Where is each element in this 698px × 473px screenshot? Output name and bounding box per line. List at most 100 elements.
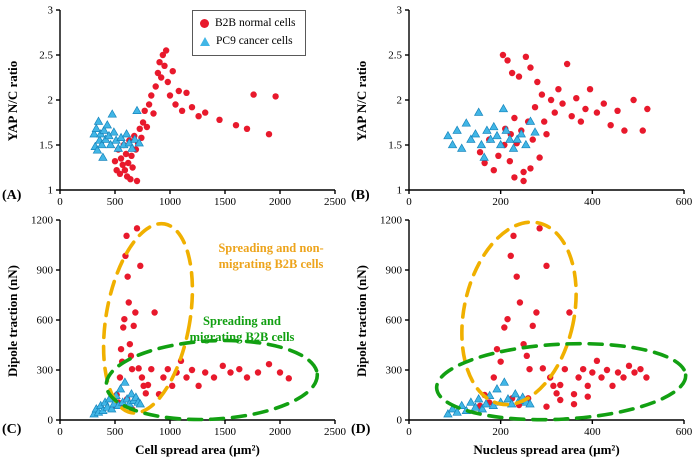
chart-A-svg: 0 500 1000 1500 2000 2500 1 1.5 2 2.5 3	[39, 5, 346, 209]
data-point	[466, 397, 476, 406]
data-point	[473, 107, 484, 116]
annotation-migrating-line2: migrating B2B cells	[189, 330, 295, 345]
data-point	[125, 159, 132, 167]
data-point	[169, 68, 176, 75]
x-tick-label: 200	[492, 426, 509, 438]
data-point	[202, 369, 209, 376]
data-point	[142, 390, 149, 397]
y-axis-title-b-text: YAP N/C ratio	[354, 60, 369, 142]
data-point	[115, 384, 126, 393]
data-point	[476, 139, 487, 149]
data-point	[568, 113, 575, 120]
data-point	[164, 78, 171, 86]
x-tick-label: 200	[492, 196, 509, 208]
data-point	[501, 125, 511, 134]
data-point	[457, 143, 467, 152]
legend-label-pc9: PC9 cancer cells	[216, 34, 293, 47]
data-point	[141, 107, 148, 115]
data-point	[120, 377, 130, 386]
data-point	[210, 374, 218, 381]
data-point	[511, 114, 518, 122]
x-tick-label: 400	[584, 426, 601, 438]
y-tick-label: 300	[386, 365, 403, 377]
data-point	[116, 374, 124, 381]
data-point	[582, 105, 589, 113]
data-point	[216, 116, 223, 124]
data-point	[161, 62, 168, 69]
data-point	[178, 107, 186, 115]
data-point	[473, 394, 484, 403]
data-point	[159, 51, 167, 59]
data-point	[584, 393, 591, 400]
data-point	[136, 125, 143, 132]
data-point	[512, 134, 522, 143]
data-point	[526, 365, 533, 373]
data-point	[566, 309, 573, 316]
data-point	[116, 170, 124, 177]
annotation-non-migrating-line2: migrating B2B cells	[218, 257, 324, 272]
y-tick-label: 2	[48, 95, 54, 107]
data-point	[499, 51, 507, 59]
series-b2b-normal-cells	[476, 225, 650, 410]
legend-item-b2b: B2B normal cells	[200, 15, 296, 33]
y-tick-label: 900	[37, 265, 54, 277]
data-point	[644, 105, 651, 113]
x-tick-label: 400	[584, 196, 601, 208]
chart-B-svg: 0 200 400 600 1 1.5 2 2.5 3	[388, 5, 693, 209]
data-point	[443, 409, 453, 418]
data-point	[489, 121, 499, 131]
data-point	[447, 404, 458, 413]
data-point	[508, 69, 516, 77]
data-point	[559, 100, 566, 107]
data-point	[550, 382, 557, 390]
data-point	[175, 87, 182, 95]
data-point	[148, 365, 155, 373]
data-point	[521, 139, 531, 149]
series-pc9-cancer-cells	[89, 377, 146, 418]
data-point	[543, 403, 550, 410]
data-point	[479, 152, 489, 161]
legend-item-pc9: PC9 cancer cells	[200, 33, 296, 51]
x-tick-label: 0	[406, 426, 412, 438]
data-point	[584, 382, 591, 390]
data-point	[520, 168, 527, 176]
axes: 0 500 1000 1500 2000 2500 1 1.5 2 2.5 3	[39, 5, 346, 209]
data-point	[507, 252, 514, 260]
data-point	[630, 96, 637, 104]
data-point	[527, 165, 534, 172]
y-axis-title-a-text: YAP N/C ratio	[5, 60, 20, 142]
data-point	[503, 394, 513, 403]
data-point	[158, 74, 165, 81]
data-point	[124, 273, 131, 280]
data-point	[137, 262, 144, 270]
data-point	[195, 113, 202, 120]
x-tick-label: 0	[57, 426, 63, 438]
data-point	[482, 125, 492, 134]
data-point	[510, 232, 517, 240]
data-point	[466, 134, 476, 143]
data-point	[593, 109, 601, 116]
data-point	[498, 103, 509, 113]
data-point	[166, 92, 174, 99]
x-axis-title-c: Cell spread area (µm²)	[135, 442, 260, 457]
x-tick-label: 2500	[324, 426, 347, 438]
y-tick-label: 1200	[31, 215, 54, 227]
data-point	[227, 369, 234, 376]
data-point	[515, 73, 523, 80]
y-tick-label: 0	[48, 415, 54, 427]
data-point	[506, 158, 514, 165]
data-point	[470, 402, 481, 411]
data-point	[529, 322, 536, 330]
data-point	[570, 390, 578, 398]
data-point	[461, 118, 471, 127]
x-tick-label: 1500	[214, 426, 237, 438]
y-axis-title-d-text: Dipole traction (nN)	[354, 265, 369, 377]
panel-letter-b: (B)	[351, 188, 370, 203]
y-tick-label: 2.5	[388, 50, 402, 62]
series-b2b-normal-cells	[476, 51, 651, 185]
data-point	[285, 375, 292, 382]
y-tick-label: 300	[37, 365, 54, 377]
data-point	[265, 131, 273, 138]
data-point	[144, 381, 152, 389]
